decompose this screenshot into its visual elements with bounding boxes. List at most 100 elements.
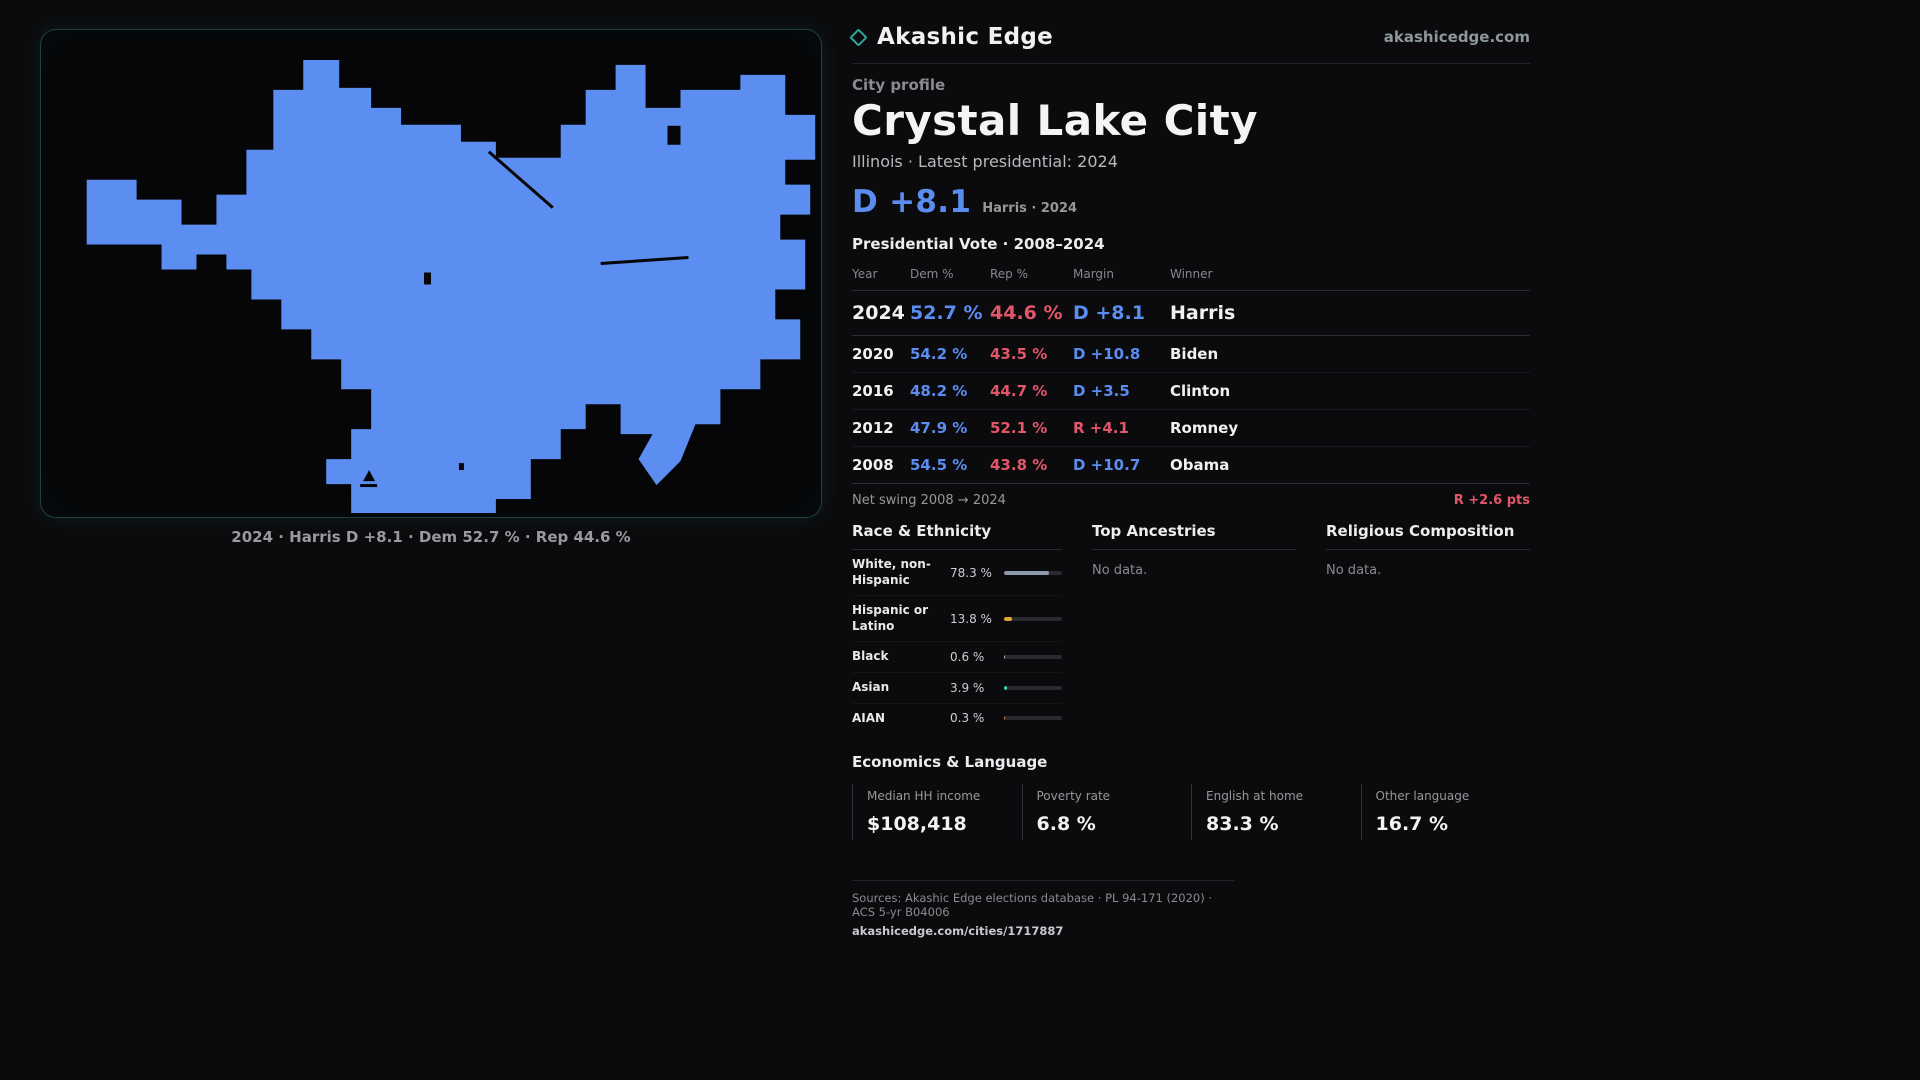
- col-rep: Rep %: [990, 267, 1029, 281]
- stat-value: 16.7 %: [1375, 813, 1449, 836]
- race-value: 78.3 %: [950, 565, 992, 580]
- brand-diamond-icon: [849, 27, 868, 47]
- col-dem: Dem %: [910, 267, 954, 281]
- cell-winner: Obama: [1170, 456, 1230, 474]
- cell-winner: Biden: [1170, 345, 1219, 363]
- city-profile-report: Akashic Edge akashicedge.com City profil…: [849, 24, 1531, 938]
- race-bar: [1004, 570, 1062, 575]
- race-label: AIAN: [852, 710, 886, 725]
- religion-column: Religious Composition No data.: [1326, 522, 1530, 733]
- net-swing-value: R +2.6 pts: [1453, 493, 1530, 508]
- brand: Akashic Edge: [849, 24, 1054, 50]
- race-value: 0.3 %: [950, 711, 985, 726]
- race-label: Hispanic or Latino: [852, 603, 929, 633]
- religion-empty: No data.: [1326, 563, 1382, 578]
- col-margin: Margin: [1073, 267, 1114, 281]
- ancestries-title: Top Ancestries: [1092, 522, 1296, 550]
- cell-margin: D +10.7: [1073, 456, 1141, 474]
- map-caption: 2024 · Harris D +8.1 · Dem 52.7 % · Rep …: [231, 528, 631, 546]
- header-divider: [852, 63, 1530, 64]
- cell-margin: D +10.8: [1073, 345, 1141, 363]
- vote-table-title: Presidential Vote · 2008–2024: [852, 235, 1105, 253]
- cell-margin: D +3.5: [1073, 382, 1130, 400]
- cell-winner: Clinton: [1170, 382, 1231, 400]
- profile-subtitle: Illinois · Latest presidential: 2024: [852, 152, 1118, 171]
- race-bar: [1004, 655, 1062, 660]
- sources-text: Sources: Akashic Edge elections database…: [852, 891, 1213, 920]
- race-bar: [1004, 616, 1062, 621]
- cell-dem: 52.7 %: [910, 302, 983, 324]
- cell-rep: 44.7 %: [990, 382, 1048, 400]
- table-row: 2016 48.2 % 44.7 % D +3.5 Clinton: [852, 373, 1530, 410]
- cell-year: 2012: [852, 419, 894, 437]
- cell-winner: Romney: [1170, 419, 1239, 437]
- race-label: Black: [852, 649, 889, 664]
- stat-value: $108,418: [867, 813, 967, 836]
- cell-dem: 48.2 %: [910, 382, 968, 400]
- permalink-link[interactable]: akashicedge.com/cities/1717887: [852, 924, 1064, 939]
- list-item: Hispanic or Latino 13.8 %: [852, 596, 1062, 643]
- headline-margin-note: Harris · 2024: [982, 201, 1078, 216]
- stat-value: 83.3 %: [1206, 813, 1279, 836]
- brand-domain-link[interactable]: akashicedge.com: [1383, 28, 1530, 46]
- cell-rep: 52.1 %: [990, 419, 1048, 437]
- headline-margin-value: D +8.1: [852, 184, 972, 220]
- table-row: 2008 54.5 % 43.8 % D +10.7 Obama: [852, 447, 1530, 484]
- cell-rep: 43.5 %: [990, 345, 1048, 363]
- cell-dem: 54.5 %: [910, 456, 968, 474]
- stat-card: Poverty rate 6.8 %: [1021, 784, 1192, 841]
- table-row: 2024 52.7 % 44.6 % D +8.1 Harris: [852, 291, 1530, 336]
- table-row: 2012 47.9 % 52.1 % R +4.1 Romney: [852, 410, 1530, 447]
- economics-stats: Median HH income $108,418 Poverty rate 6…: [852, 784, 1531, 841]
- profile-kicker: City profile: [852, 76, 946, 94]
- race-label: Asian: [852, 679, 890, 694]
- cell-winner: Harris: [1170, 302, 1236, 324]
- economics-title: Economics & Language: [852, 753, 1048, 772]
- religion-title: Religious Composition: [1326, 522, 1530, 550]
- cell-dem: 47.9 %: [910, 419, 968, 437]
- col-winner: Winner: [1170, 267, 1213, 281]
- brand-name: Akashic Edge: [877, 24, 1054, 50]
- stat-card: Median HH income $108,418: [852, 784, 1022, 841]
- cell-year: 2016: [852, 382, 894, 400]
- race-title: Race & Ethnicity: [852, 522, 1062, 550]
- stat-label: Poverty rate: [1036, 789, 1111, 804]
- col-year: Year: [852, 267, 878, 281]
- race-value: 13.8 %: [950, 611, 992, 626]
- city-boundary-map: [86, 59, 816, 514]
- report-footer: Sources: Akashic Edge elections database…: [852, 880, 1234, 938]
- page-title: Crystal Lake City: [852, 96, 1258, 145]
- race-column: Race & Ethnicity White, non-Hispanic 78.…: [852, 522, 1062, 733]
- report-header: Akashic Edge akashicedge.com: [849, 24, 1530, 50]
- race-value: 0.6 %: [950, 650, 985, 665]
- race-value: 3.9 %: [950, 680, 985, 695]
- net-swing-row: Net swing 2008 → 2024 R +2.6 pts: [852, 493, 1530, 508]
- stat-value: 6.8 %: [1036, 813, 1096, 836]
- ancestries-column: Top Ancestries No data.: [1092, 522, 1296, 733]
- net-swing-label: Net swing 2008 → 2024: [852, 493, 1006, 508]
- stat-label: Median HH income: [867, 789, 981, 804]
- cell-rep: 43.8 %: [990, 456, 1048, 474]
- stat-card: English at home 83.3 %: [1191, 784, 1361, 841]
- list-item: Black 0.6 %: [852, 642, 1062, 673]
- headline-margin-block: D +8.1 Harris · 2024: [852, 184, 1530, 220]
- list-item: White, non-Hispanic 78.3 %: [852, 550, 1062, 597]
- demographics-section: Race & Ethnicity White, non-Hispanic 78.…: [852, 522, 1530, 733]
- stat-card: Other language 16.7 %: [1360, 784, 1531, 841]
- cell-year: 2008: [852, 456, 894, 474]
- list-item: AIAN 0.3 %: [852, 704, 1062, 734]
- stat-label: Other language: [1375, 789, 1470, 804]
- stat-label: English at home: [1206, 789, 1304, 804]
- cell-dem: 54.2 %: [910, 345, 968, 363]
- race-bar: [1004, 685, 1062, 690]
- table-row: 2020 54.2 % 43.5 % D +10.8 Biden: [852, 336, 1530, 373]
- ancestries-empty: No data.: [1092, 563, 1148, 578]
- race-label: White, non-Hispanic: [852, 557, 931, 587]
- vote-table-header: Year Dem % Rep % Margin Winner: [852, 261, 1530, 291]
- city-map-panel: [40, 29, 822, 518]
- cell-margin: D +8.1: [1073, 302, 1145, 324]
- vote-table: Year Dem % Rep % Margin Winner 2024 52.7…: [852, 261, 1530, 484]
- cell-rep: 44.6 %: [990, 302, 1063, 324]
- cell-margin: R +4.1: [1073, 419, 1129, 437]
- cell-year: 2020: [852, 345, 894, 363]
